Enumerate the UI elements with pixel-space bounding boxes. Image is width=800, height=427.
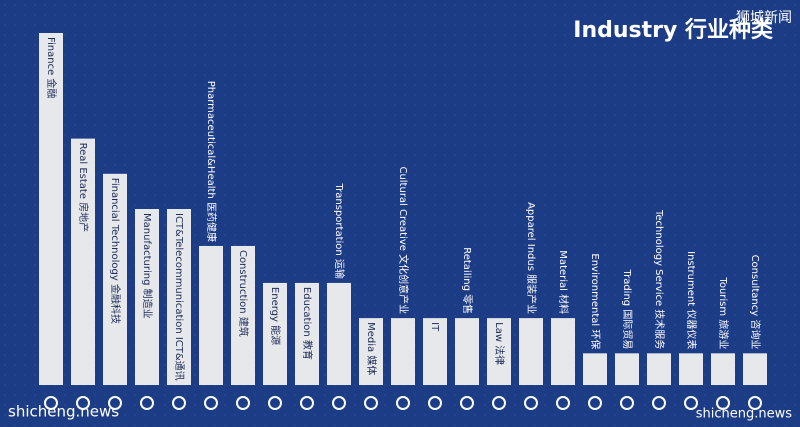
icon — [684, 396, 698, 410]
icon — [108, 396, 122, 410]
bar-label: Finance 金融 — [45, 37, 58, 98]
bar-label: Tourism 旅游业 — [717, 276, 730, 349]
icon — [44, 396, 58, 410]
icon — [652, 396, 666, 410]
icon — [396, 396, 410, 410]
bar — [615, 353, 639, 385]
watermark: 狮城新闻 — [736, 10, 792, 26]
bar — [199, 245, 223, 385]
icon — [236, 396, 250, 410]
bar — [743, 353, 767, 385]
icon — [524, 396, 538, 410]
bar — [295, 282, 319, 385]
icon — [204, 396, 218, 410]
bar — [167, 209, 191, 385]
bar — [39, 33, 63, 385]
bar — [679, 353, 703, 385]
bar — [263, 282, 287, 385]
icon — [300, 396, 314, 410]
bar-label: Environmental 环保 — [589, 253, 602, 349]
bar-label: Construction 建筑 — [237, 250, 250, 337]
bar-label: Education 教育 — [301, 287, 314, 360]
icon — [620, 396, 634, 410]
icon — [332, 396, 346, 410]
icon — [268, 396, 282, 410]
icon — [588, 396, 602, 410]
bar — [551, 318, 575, 385]
chart-title: Industry 行业种类 — [573, 17, 774, 43]
watermark: shicheng.news — [696, 407, 793, 422]
bar-label: Trading 国际贸易 — [621, 268, 633, 349]
bar — [103, 173, 127, 385]
bar — [647, 353, 671, 385]
watermark: shicheng.news — [8, 403, 119, 421]
bar — [359, 318, 383, 385]
icon — [748, 396, 762, 410]
icon — [556, 396, 570, 410]
bar-label: Media 媒体 — [365, 322, 377, 375]
bar-label: Apparel Indus 服装产业 — [525, 202, 538, 314]
bar — [391, 318, 415, 385]
bar — [519, 318, 543, 385]
bar-label: IT — [429, 322, 440, 332]
bar-label: Real Estate 房地产 — [77, 143, 90, 233]
icon — [364, 396, 378, 410]
bar-label: Consultancy 咨询业 — [749, 255, 762, 350]
bar-label: Energy 能源 — [269, 287, 282, 345]
icon — [460, 396, 474, 410]
bar — [455, 318, 479, 385]
bar-label: Technology Service 技术服务 — [653, 209, 666, 349]
bar-label: Financial Technology 金融科技 — [109, 178, 122, 324]
bar — [423, 318, 447, 385]
bar-label: Instrument 仪器仪表 — [685, 251, 698, 349]
bar-label: Manufacturing 制造业 — [141, 213, 154, 319]
bar-label: Retailing 零售 — [461, 247, 474, 314]
icon — [428, 396, 442, 410]
bar-label: Material 材料 — [557, 250, 570, 314]
bar — [231, 245, 255, 385]
bar-label: ICT&Telecommunication ICT&通讯 — [173, 213, 185, 381]
bar — [711, 353, 735, 385]
icon — [140, 396, 154, 410]
bar-label: Transportation 运输 — [333, 183, 346, 279]
icon — [492, 396, 506, 410]
icon — [716, 396, 730, 410]
bar — [327, 282, 351, 385]
bar — [71, 138, 95, 385]
bar-label: Pharmaceutical&Health 医药健康 — [205, 81, 218, 242]
bar — [487, 318, 511, 385]
icon — [172, 396, 186, 410]
bar-label: Law 法律 — [493, 322, 506, 365]
bar — [583, 353, 607, 385]
bar — [135, 209, 159, 385]
icon — [76, 396, 90, 410]
bar-label: Cultural Creative 文化创意产业 — [397, 166, 410, 314]
